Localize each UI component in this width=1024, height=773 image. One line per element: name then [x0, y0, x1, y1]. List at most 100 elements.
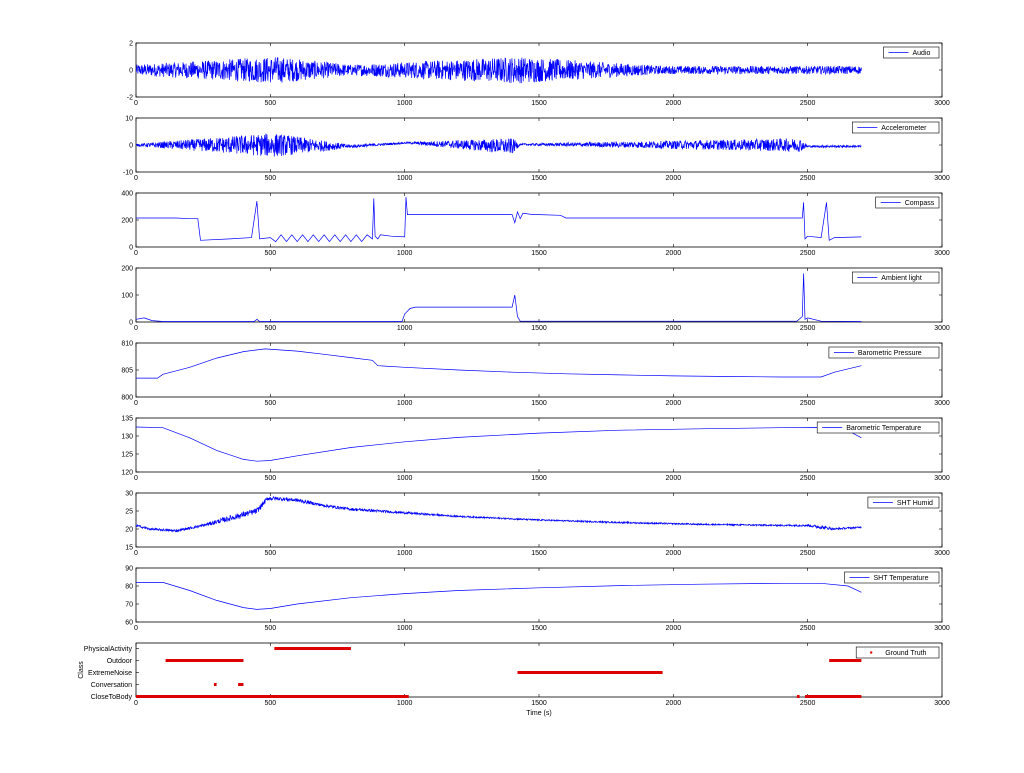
y-tick-label: 60	[125, 620, 133, 627]
x-tick-label: 500	[264, 550, 276, 557]
series-line-compass	[136, 197, 862, 243]
panel-sht-temperature: 0 500 1000 1500 2000 2500 3000 60 70 80 90 SHT Temp…	[125, 566, 950, 633]
legend-box	[883, 46, 940, 59]
x-tick-label: 2500	[800, 550, 816, 557]
category-label: Outdoor	[107, 658, 133, 665]
legend-box	[855, 646, 940, 659]
x-tick-label: 3000	[934, 475, 950, 482]
legend-box	[828, 346, 940, 359]
x-tick-label: 2000	[666, 100, 682, 107]
panel-compass: 0 500 1000 1500 2000 2500 3000 0 200 400 Compass	[121, 191, 950, 258]
x-tick-label: 2000	[666, 175, 682, 182]
y-tick-label: 800	[121, 395, 133, 402]
x-tick-label: 1000	[397, 550, 413, 557]
y-tick-label: 15	[125, 545, 133, 552]
y-tick-label: 20	[125, 527, 133, 534]
x-tick-label: 2000	[666, 400, 682, 407]
category-label: ExtremeNoise	[88, 670, 132, 677]
x-tick-label: 3000	[934, 625, 950, 632]
panel-barometric-pressure: 0 500 1000 1500 2000 2500 3000 800 805 810 Baromet…	[121, 341, 950, 408]
x-tick-label: 2500	[800, 175, 816, 182]
x-tick-label: 3000	[934, 550, 950, 557]
x-tick-label: 3000	[934, 400, 950, 407]
y-tick-label: 0	[129, 320, 133, 327]
x-tick-label: 1000	[397, 250, 413, 257]
legend-label: Compass	[905, 200, 935, 207]
x-axis-label: Time (s)	[526, 710, 551, 717]
x-tick-label: 0	[134, 175, 138, 182]
y-tick-label: 100	[121, 293, 133, 300]
y-tick-label: 125	[121, 452, 133, 459]
series-line-ambient-light	[136, 273, 862, 322]
y-tick-label: 10	[125, 116, 133, 123]
x-tick-label: 2500	[800, 475, 816, 482]
x-tick-label: 1500	[531, 100, 547, 107]
x-tick-label: 2000	[666, 475, 682, 482]
category-label: Conversation	[91, 682, 132, 689]
x-tick-label: 0	[134, 400, 138, 407]
x-tick-label: 1500	[531, 700, 547, 707]
legend-label: Ambient light	[881, 275, 922, 282]
x-tick-label: 2000	[666, 550, 682, 557]
axes-frame	[135, 567, 943, 623]
y-tick-label: 400	[121, 191, 133, 198]
y-tick-label: -10	[123, 170, 133, 177]
x-tick-label: 500	[264, 625, 276, 632]
y-tick-label: 0	[129, 143, 133, 150]
legend-label: Ground Truth	[885, 650, 926, 657]
legend-box	[816, 421, 940, 434]
panel-ground-truth: 0 500 1000 1500 2000 2500 3000 PhysicalActivity…	[78, 642, 950, 707]
x-tick-label: 2500	[800, 700, 816, 707]
y-tick-label: 30	[125, 491, 133, 498]
y-tick-label: 120	[121, 470, 133, 477]
x-tick-label: 0	[134, 550, 138, 557]
legend-label: Barometric Pressure	[858, 350, 922, 357]
y-tick-label: 2	[129, 41, 133, 48]
x-tick-label: 500	[264, 400, 276, 407]
x-tick-label: 2500	[800, 625, 816, 632]
y-tick-label: 0	[129, 68, 133, 75]
x-tick-label: 0	[134, 100, 138, 107]
x-tick-label: 1000	[397, 475, 413, 482]
x-tick-label: 3000	[934, 175, 950, 182]
series-line-barometric-pressure	[136, 348, 862, 379]
x-tick-label: 500	[264, 325, 276, 332]
legend-box	[844, 571, 940, 584]
x-tick-label: 1000	[397, 100, 413, 107]
y-tick-label: 200	[121, 266, 133, 273]
x-tick-label: 2500	[800, 325, 816, 332]
x-tick-label: 0	[134, 325, 138, 332]
series-line-audio	[136, 57, 862, 84]
legend-label: Audio	[913, 50, 931, 57]
x-tick-label: 1500	[531, 550, 547, 557]
y-tick-label: 135	[121, 416, 133, 423]
legend-box	[851, 121, 940, 134]
x-tick-label: 500	[264, 100, 276, 107]
legend-label: Accelerometer	[881, 125, 927, 132]
x-tick-label: 1500	[531, 325, 547, 332]
category-label: PhysicalActivity	[84, 646, 133, 653]
x-tick-label: 1500	[531, 175, 547, 182]
y-tick-label: 130	[121, 434, 133, 441]
x-tick-label: 2500	[800, 100, 816, 107]
panel-sht-humid: 0 500 1000 1500 2000 2500 3000 15 20 25 30 SHT Humi…	[125, 491, 950, 558]
legend-label: Barometric Temperature	[846, 425, 921, 432]
x-tick-label: 1500	[531, 400, 547, 407]
x-tick-label: 3000	[934, 325, 950, 332]
x-tick-label: 1000	[397, 700, 413, 707]
legend-box	[867, 496, 940, 509]
x-tick-label: 3000	[934, 700, 950, 707]
x-tick-label: 0	[134, 625, 138, 632]
x-tick-label: 2500	[800, 400, 816, 407]
x-tick-label: 1000	[397, 625, 413, 632]
x-tick-label: 0	[134, 475, 138, 482]
x-tick-label: 500	[264, 250, 276, 257]
y-axis-label: Class	[78, 661, 85, 679]
x-tick-label: 2000	[666, 250, 682, 257]
x-tick-label: 1500	[531, 475, 547, 482]
series-line-sht-humid	[136, 495, 862, 533]
x-tick-label: 3000	[934, 100, 950, 107]
